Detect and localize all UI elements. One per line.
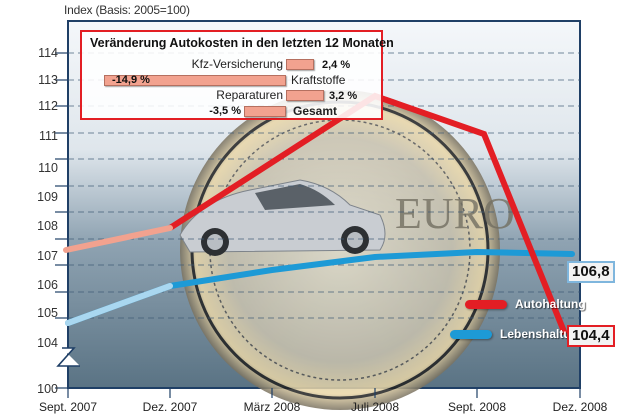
y-tick-label: 111 <box>38 129 58 143</box>
bar-value-reparaturen: 3,2 % <box>329 90 358 102</box>
legend-label: Autohaltung <box>515 297 586 311</box>
y-tick-label: 107 <box>37 249 58 263</box>
legend-label: Lebenshaltung <box>500 327 586 341</box>
bar-label-gesamt: Gesamt <box>293 104 338 118</box>
x-tick-label: Juli 2008 <box>350 400 400 414</box>
legend-autohaltung: Autohaltung <box>465 297 586 311</box>
x-tick-label: März 2008 <box>243 400 301 414</box>
bar-value-kraftstoffe: -14,9 % <box>112 74 150 86</box>
series-autohaltung-line <box>168 92 568 336</box>
y-tick-label: 109 <box>37 190 58 204</box>
inset-title: Veränderung Autokosten in den letzten 12… <box>90 36 394 50</box>
x-tick-label: Dez. 2008 <box>552 400 608 414</box>
bar-gesamt <box>244 106 286 117</box>
bar-label-reparaturen: Reparaturen <box>216 88 283 102</box>
svg-text:EURO: EURO <box>395 189 515 238</box>
x-tick-marks <box>67 388 581 398</box>
y-tick-label: 113 <box>38 73 58 87</box>
y-tick-label: 108 <box>37 219 58 233</box>
y-tick-label: 110 <box>38 161 58 175</box>
legend-swatch-blue <box>450 329 492 339</box>
y-tick-label: 114 <box>38 46 58 60</box>
y-tick-label: 100 <box>37 382 58 396</box>
bar-kraftstoffe <box>104 75 286 86</box>
x-tick-label: Dez. 2007 <box>142 400 198 414</box>
y-tick-label: 112 <box>38 99 58 113</box>
axis-break-zigzag <box>56 347 80 367</box>
bar-value-gesamt: -3,5 % <box>209 105 241 117</box>
end-value-lebenshaltung: 106,8 <box>567 261 615 283</box>
bar-kfz <box>286 59 314 70</box>
inset-bar-chart: Veränderung Autokosten in den letzten 12… <box>80 30 394 120</box>
x-tick-label: Sept. 2008 <box>447 400 507 414</box>
x-tick-label: Sept. 2007 <box>38 400 98 414</box>
y-tick-label: 105 <box>37 306 58 320</box>
bar-label-kfz: Kfz-Versicherung <box>191 57 283 71</box>
y-axis-title: Index (Basis: 2005=100) <box>64 3 190 17</box>
y-tick-marks <box>55 52 68 389</box>
end-value-autohaltung: 104,4 <box>567 325 615 347</box>
bar-value-kfz: 2,4 % <box>322 59 351 71</box>
y-tick-label: 104 <box>37 336 58 350</box>
bar-label-kraftstoffe: Kraftstoffe <box>291 73 346 87</box>
legend-lebenshaltung: Lebenshaltung <box>450 327 585 341</box>
bar-reparaturen <box>286 90 324 101</box>
car-image <box>179 179 386 256</box>
y-tick-label: 106 <box>37 278 58 292</box>
legend-swatch-red <box>465 299 507 309</box>
